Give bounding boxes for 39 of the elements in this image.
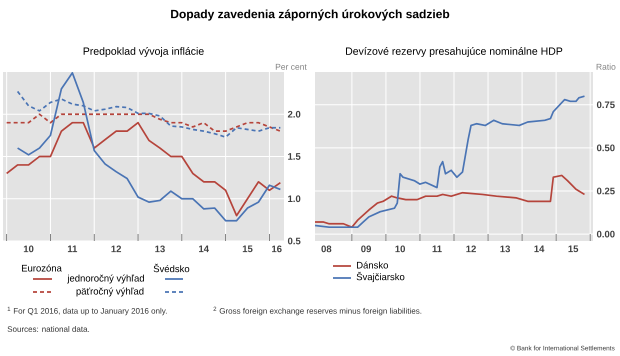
chart-title: Devízové rezervy presahujúce nominálne HDP [346,47,562,57]
x-tick-label: 15 [242,246,253,252]
y-tick-label: 0.50 [596,144,615,152]
x-tick-label: 14 [199,246,209,252]
y-tick-label: 1.0 [288,195,300,202]
x-tick-label: 10 [24,246,34,252]
legend-label: Dánsko [356,261,388,269]
x-tick-label: 12 [111,246,122,252]
x-tick-label: 13 [500,246,510,252]
text: $^{1}$ For Q1 2016, data up to January 2016 only. [8,306,167,316]
y-tick-label: 0.00 [596,230,615,238]
y-tick-label: 0.25 [596,188,615,194]
chart-subtitle: Predpoklad vývoja inflácie [84,47,204,57]
y-axis-title: Per cent [276,64,307,70]
y-tick-label: 1.5 [288,153,300,160]
x-tick-label: 14 [534,246,544,252]
x-tick-label: 11 [432,246,442,252]
text: jednoročný výhľad [67,274,144,284]
line-series [16,72,282,222]
x-tick-label: 15 [568,246,578,252]
text: päťročný výhľad [76,288,144,296]
legend-label: Švajčiarsko [356,272,404,282]
y-tick-label: 0.75 [596,101,615,108]
x-tick-label: 08 [321,246,332,252]
x-tick-label: 12 [466,246,476,252]
x-tick-label: 13 [155,246,165,252]
x-tick-label: 09 [361,246,372,252]
y-axis-title: Ratio [596,64,616,70]
line-series [315,174,586,228]
y-tick-label: 0.5 [288,238,300,244]
x-tick-label: 10 [395,246,405,252]
y-tick-label: 2.0 [288,110,300,118]
x-tick-label: 11 [68,246,78,252]
text: $^{2}$ Gross foreign exchange reserves minus foreign liabilities. [214,306,422,316]
text: Eurozóna [22,264,62,272]
text: Dopady zavedenia záporných úrokových sadzieb [171,9,450,21]
source-note: Sources: national data. [8,326,90,332]
text: Švédsko [154,264,190,272]
x-tick-label: 16 [272,246,282,252]
